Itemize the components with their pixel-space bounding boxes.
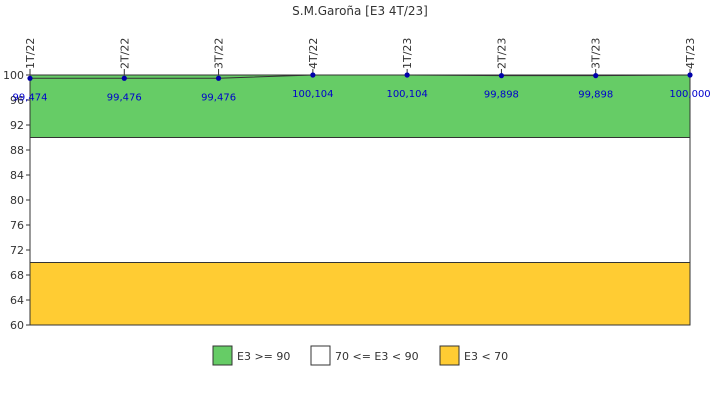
x-tick-label: 2T/23 — [495, 38, 508, 69]
band-0 — [29, 74, 691, 138]
data-point — [593, 73, 599, 79]
y-tick-label: 84 — [10, 169, 24, 182]
band-group — [29, 74, 691, 326]
x-tick-label: 2T/22 — [118, 38, 131, 69]
y-tick-label: 92 — [10, 119, 24, 132]
data-point — [215, 75, 222, 81]
series-group: 99,474 99,476 99,476 100,104 100,104 99,898 99… — [13, 72, 711, 103]
data-point — [27, 75, 33, 81]
y-tick-label: 88 — [10, 144, 24, 157]
data-label: 100,104 — [292, 89, 333, 100]
y-tick-label: 80 — [10, 194, 24, 207]
legend-swatch — [212, 345, 233, 366]
data-label: 99,474 — [13, 92, 48, 103]
legend-label: E3 < 70 — [464, 350, 508, 363]
y-tick-label: 96 — [10, 94, 24, 107]
band-1 — [29, 137, 691, 263]
band-2 — [29, 262, 691, 326]
x-tick-label: 4T/23 — [684, 38, 697, 69]
data-label: 99,476 — [107, 92, 142, 103]
legend-swatch — [310, 345, 331, 366]
data-point — [404, 72, 410, 78]
y-tick-label: 100 — [3, 69, 24, 82]
y-tick-label: 68 — [10, 269, 24, 282]
y-axis: 60 64 68 72 76 80 84 88 92 96 100 — [3, 69, 30, 332]
data-point — [310, 72, 316, 78]
y-tick-label: 60 — [10, 319, 24, 332]
series-line — [29, 74, 691, 79]
data-point — [687, 72, 693, 78]
data-label: 99,476 — [201, 92, 236, 103]
chart-title: S.M.Garoña [E3 4T/23] — [292, 4, 428, 18]
data-point — [121, 75, 127, 81]
data-label: 100,000 — [669, 89, 710, 100]
x-tick-label: 1T/23 — [401, 38, 414, 69]
legend: E3 >= 90 70 <= E3 < 90 E3 < 70 — [212, 345, 508, 366]
legend-label: 70 <= E3 < 90 — [335, 350, 419, 363]
legend-swatch — [439, 345, 460, 366]
data-label: 100,104 — [386, 89, 427, 100]
x-tick-label: 4T/22 — [307, 38, 320, 69]
data-label: 99,898 — [484, 90, 519, 101]
data-point — [498, 73, 505, 79]
data-label: 99,898 — [578, 90, 613, 101]
x-tick-label: 3T/22 — [213, 38, 226, 69]
y-tick-label: 76 — [10, 219, 24, 232]
x-tick-label: 3T/23 — [590, 38, 603, 69]
x-axis: 1T/22 2T/22 3T/22 4T/22 1T/23 2T/23 3T/23 4T/23 — [24, 38, 697, 75]
legend-label: E3 >= 90 — [237, 350, 290, 363]
y-tick-label: 64 — [10, 294, 24, 307]
y-tick-label: 72 — [10, 244, 24, 257]
x-tick-label: 1T/22 — [24, 38, 37, 69]
